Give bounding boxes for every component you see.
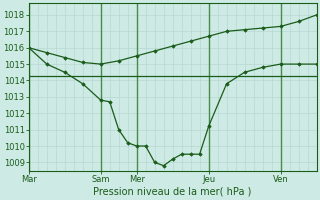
- X-axis label: Pression niveau de la mer( hPa ): Pression niveau de la mer( hPa ): [93, 187, 252, 197]
